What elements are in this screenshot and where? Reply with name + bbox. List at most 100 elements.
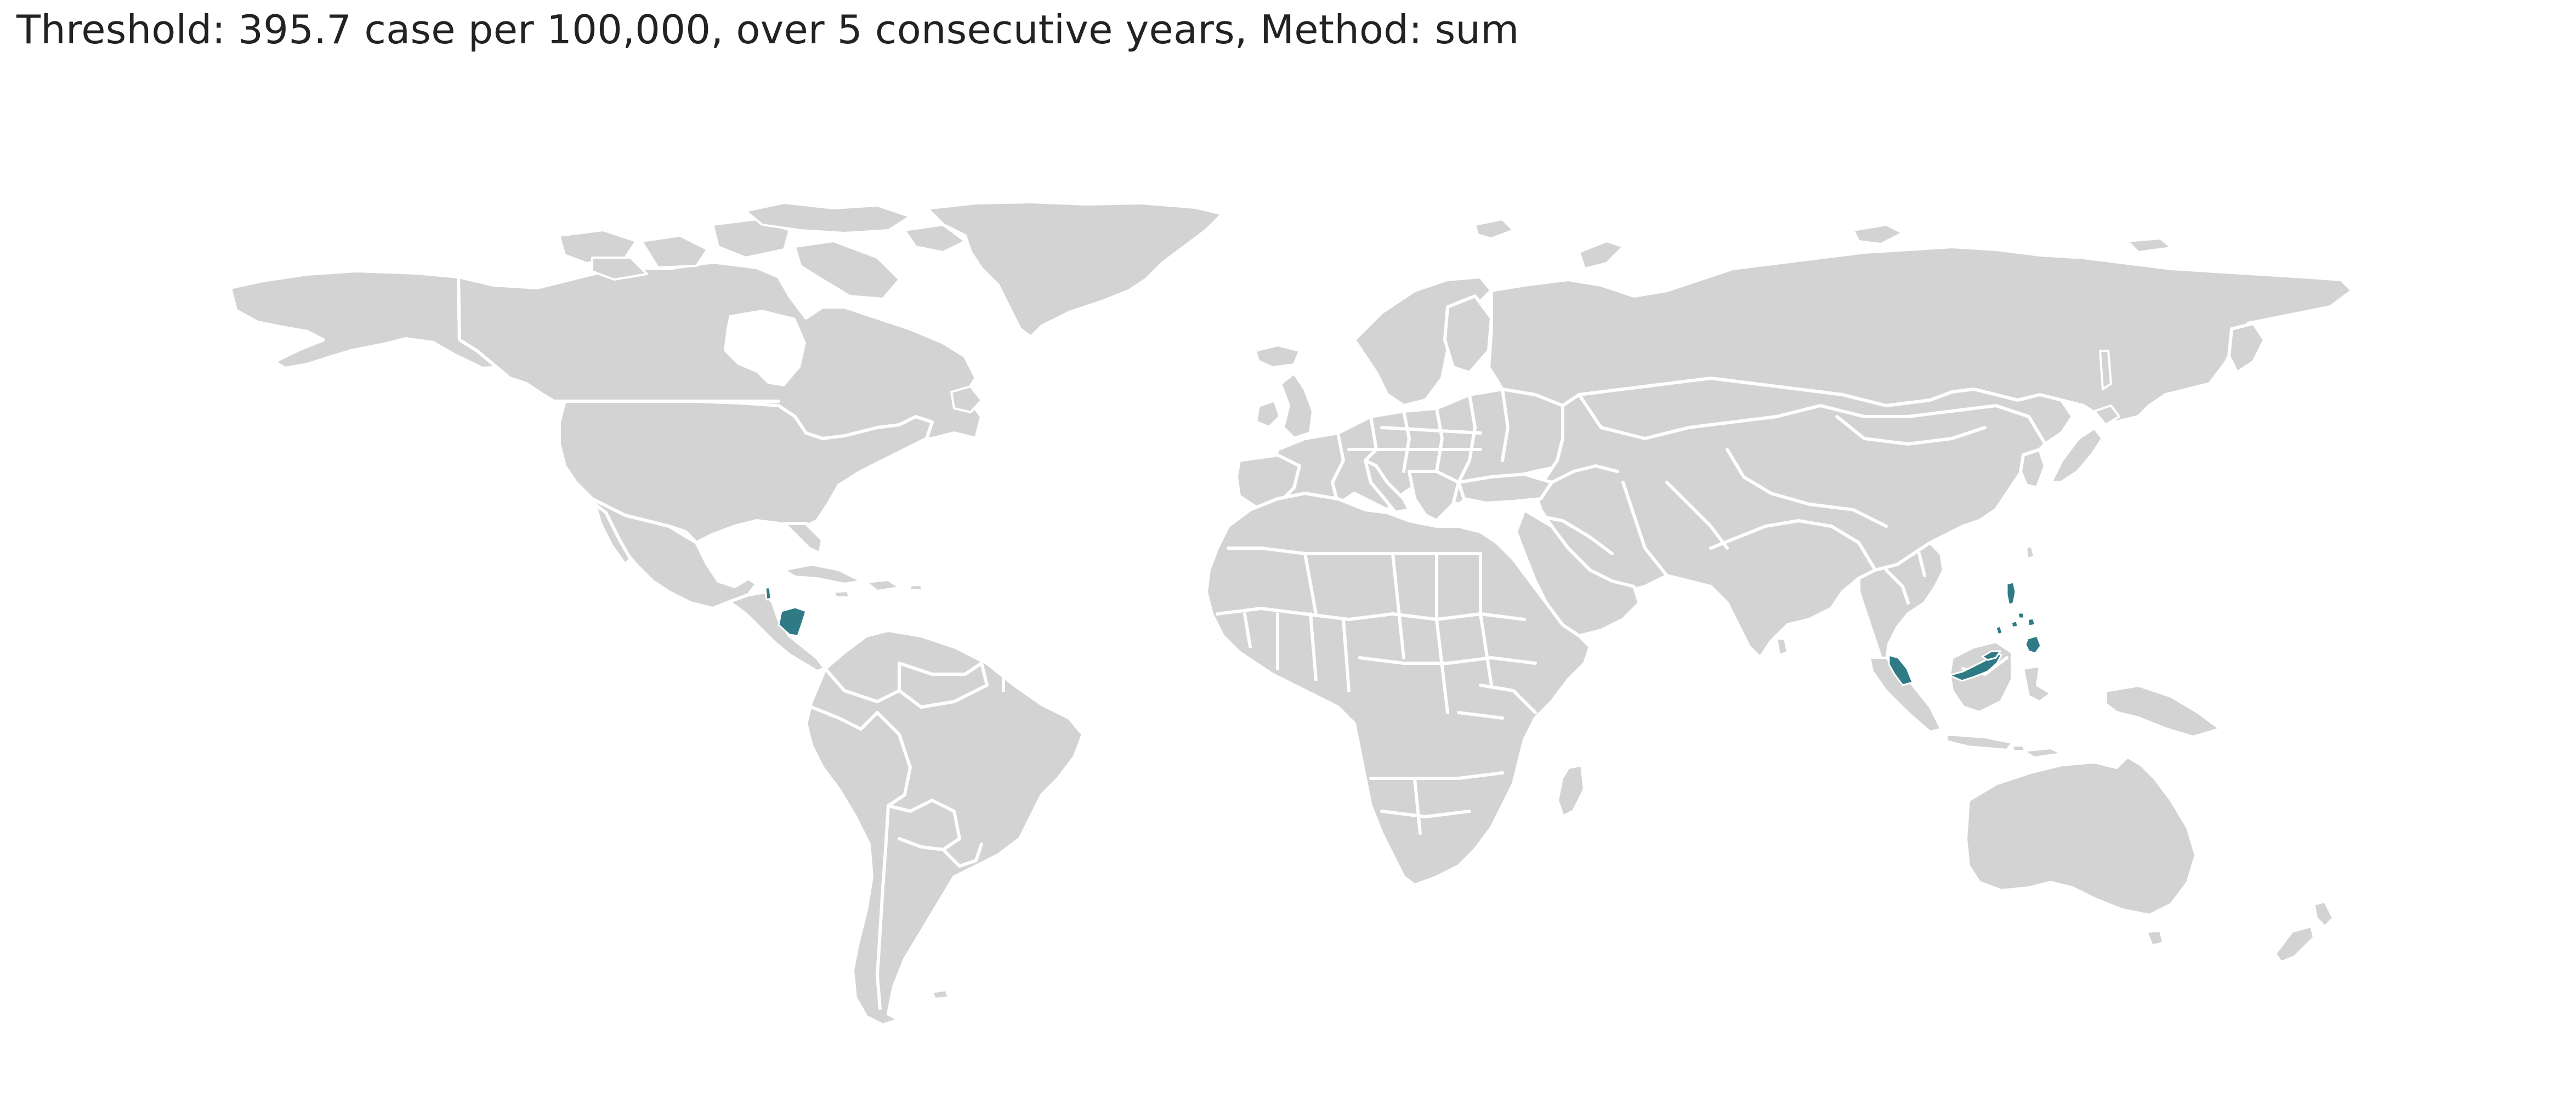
greenland [925,200,1224,339]
highlight-philippines-visayas-2 [2027,617,2036,627]
kamchatka [2227,322,2266,374]
border-paraguay [941,842,983,868]
border-brazil-north [898,684,989,709]
africa-landmass [1205,492,1592,887]
novaya-zemlya [1578,240,1624,270]
jamaica [832,590,851,599]
timor [2022,747,2063,759]
severnaya-zemlya [1852,224,1904,245]
highlight-philippines-luzon [2006,581,2017,606]
asia-landmass [1457,218,2354,665]
highlight-nicaragua [778,606,807,637]
korean-peninsula [2019,448,2047,489]
border-guianas [980,662,1005,692]
tasmania [2146,930,2164,947]
border-europe-3 [1402,409,1411,473]
arabian-peninsula [1514,508,1641,637]
border-europe-1 [1331,431,1345,506]
arctic-island-5 [745,202,911,234]
border-asia-afghanistan [1665,481,1729,550]
country-canada [457,260,983,457]
arctic-island-4 [794,240,900,300]
border-europe-7 [1347,426,1482,451]
border-europe-6 [1501,388,1510,462]
border-asia-mongolia [1835,415,1987,446]
border-ecuador-peru [810,705,879,731]
new-zealand-north [2313,901,2334,927]
highlight-peninsular-malaysia [1888,654,1914,686]
hispaniola [865,579,900,592]
border-africa-central [1358,656,1537,665]
sakhalin [2099,350,2112,390]
border-asia-iraq-saudi [1534,514,1614,555]
border-alaska-canada [457,275,479,352]
border-us-mexico [591,497,698,544]
hokkaido [2093,405,2120,426]
country-alaska [229,269,503,370]
highlight-sabah [1981,650,2001,661]
border-chile-argentina [876,804,890,1010]
lesser-sunda [2011,744,2025,752]
border-africa-vertical [1303,552,1493,714]
new-siberian-islands [2126,237,2172,253]
madagascar [1556,763,1586,818]
java [1945,733,2013,751]
north-america-landmass [229,200,1301,673]
border-africa-sahel [1216,607,1526,621]
australia [1964,755,2198,917]
border-asia-china-north [1819,404,2047,446]
border-asia-sea [1885,552,1926,605]
oceania-landmass [1964,755,2334,963]
border-venezuela [898,662,983,676]
cuba [783,563,862,585]
page-title: Threshold: 395.7 case per 100,000, over … [16,7,1519,53]
florida [782,522,824,555]
country-turkey [1457,472,1553,505]
maritime-southeast-asia [1869,640,2222,759]
taiwan [2025,544,2035,560]
south-america-landmass [804,629,1085,1027]
baja-california [593,503,632,566]
country-united-kingdom [1279,371,1315,440]
border-uruguay [952,864,989,884]
sulawesi [2022,665,2052,703]
iceland [1255,344,1301,368]
new-guinea [2104,684,2222,739]
highlight-belize [764,587,772,601]
balkans [1408,470,1460,522]
border-europe-4 [1435,407,1444,473]
sri-lanka [1775,637,1789,656]
arctic-island-2 [640,235,708,269]
highlight-philippines-visayas-1 [2017,612,2025,619]
central-america [728,590,827,673]
new-zealand-south [2274,925,2315,963]
highlight-philippines-palawan [1995,625,2004,636]
svalbard [1474,218,1514,240]
border-asia-caucasus [1550,464,1619,484]
border-bolivia [887,799,961,851]
south-america [804,629,1085,1027]
arctic-island-6 [591,257,648,281]
border-asia-china-west [1726,448,1888,528]
border-africa-west [1243,612,1351,692]
highlight-philippines-visayas-3 [2010,620,2019,629]
country-ireland [1254,398,1282,429]
puerto-rico [909,584,923,591]
country-japan [2049,426,2104,484]
border-asia-kazakhstan [1578,393,1822,440]
border-asia-india [1709,519,1877,572]
country-finland [1443,294,1493,374]
border-peru-brazil [876,711,912,807]
border-asia-iran [1621,481,1669,577]
border-africa-south [1369,771,1504,835]
border-africa-east [1457,684,1537,720]
africa [1205,492,1592,887]
highlight-philippines-mindanao [2024,635,2042,654]
arctic-island-7 [904,224,966,253]
border-colombia [824,662,901,703]
country-italy [1364,459,1411,514]
newfoundland [950,385,983,413]
border-europe-5 [1457,393,1477,484]
falkland-islands [931,989,950,1000]
